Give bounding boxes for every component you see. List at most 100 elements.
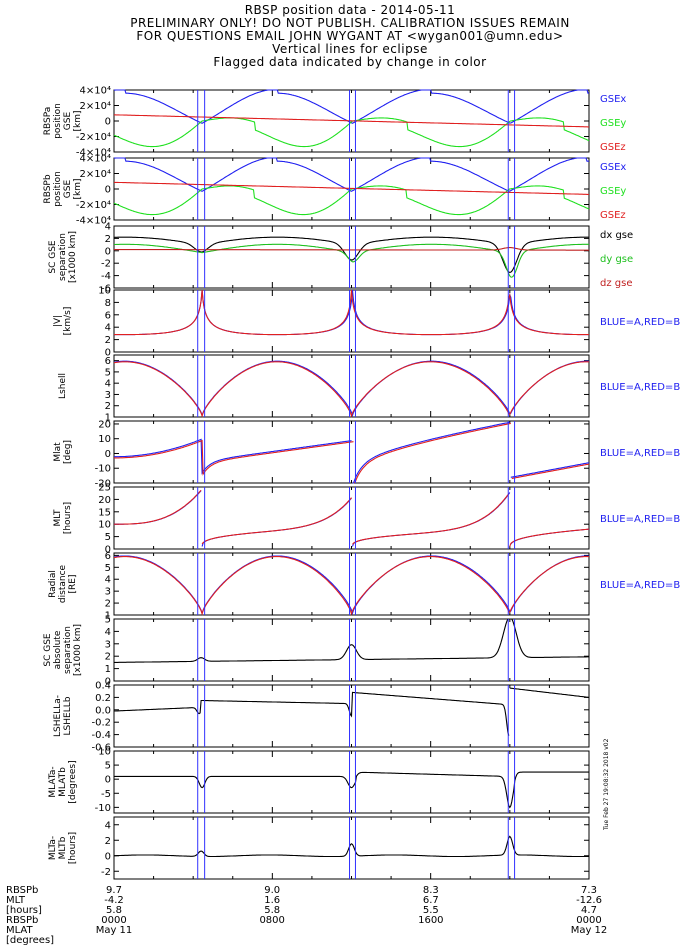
y-tick-label: 2: [105, 401, 111, 412]
y-tick-label: 4: [105, 222, 111, 233]
y-tick-label: 10: [98, 520, 111, 531]
y-tick-label: 2×10⁴: [80, 101, 111, 112]
series-line: [113, 181, 589, 195]
y-axis-label: position: [53, 103, 63, 139]
panel-frame: [113, 420, 590, 484]
footer-value: 5.5: [423, 905, 439, 916]
series-line: [114, 421, 590, 484]
panel-frame: [113, 816, 590, 880]
y-tick-label: 6: [105, 356, 111, 367]
y-tick-label: 3: [105, 639, 111, 650]
title-line-2: PRELIMINARY ONLY! DO NOT PUBLISH. CALIBR…: [130, 16, 570, 30]
panel-dl: 0.40.20.0 -0.2-0.4 -0.6 LSHELLa- LSHELLb: [53, 681, 590, 754]
y-axis-label: LSHELLa-: [53, 695, 63, 737]
y-axis-label: MLTa-: [48, 836, 58, 860]
title-line-5: Flagged data indicated by change in colo…: [213, 55, 487, 69]
y-axis-label: distance: [58, 564, 68, 603]
series-line: [114, 771, 589, 809]
panel-gse_a: 4×10⁴ 2×10⁴ 0 -2×10⁴ -4×10⁴ RBSPa position GSE[…: [43, 86, 626, 159]
series-line: [114, 247, 589, 251]
y-tick-label: 2: [105, 335, 111, 346]
y-tick-label: 0: [105, 117, 111, 128]
footer-value: 1600: [418, 915, 443, 926]
y-tick-label: 3: [105, 390, 111, 401]
legend-entry: dx gse: [600, 230, 633, 241]
y-axis-label: |V|: [53, 315, 63, 327]
y-tick-label: -0.6: [91, 743, 111, 754]
y-tick-label: 6: [105, 551, 111, 562]
footer-value: 4.7: [581, 905, 597, 916]
series-line: [114, 243, 589, 278]
y-tick-label: 3: [105, 587, 111, 598]
series-line: [113, 117, 590, 148]
legend-entry: GSEy: [600, 118, 626, 129]
series-line: [114, 422, 590, 484]
y-axis-label: Mlat: [53, 442, 63, 462]
y-axis-label: SC GSE: [43, 633, 53, 667]
y-axis-label: MLATb: [58, 767, 68, 797]
series-line: [113, 555, 589, 615]
footer: RBSPbMLT[hours]RBSPbMLAT[degrees]9.7-4.2…: [6, 885, 607, 946]
y-tick-label: 25: [98, 483, 111, 494]
panel-gse_b: 4×10⁴ 2×10⁴ 0 -2×10⁴ -4×10⁴ RBSPb position GSE[…: [43, 154, 626, 227]
y-axis-label: MLT: [53, 509, 63, 527]
series-line: [113, 835, 589, 858]
y-tick-label: 4: [105, 575, 111, 586]
y-tick-label: 5: [105, 615, 111, 626]
panel-frame: [113, 552, 590, 616]
title-line-3: FOR QUESTIONS EMAIL JOHN WYGANT AT <wyga…: [136, 29, 564, 43]
y-tick-label: 5: [105, 532, 111, 543]
footer-label: MLT: [6, 895, 26, 906]
footer-label: MLAT: [6, 925, 33, 936]
y-tick-label: 0: [105, 348, 111, 359]
y-axis-label: absolute: [53, 630, 63, 669]
y-axis-label: separation: [63, 626, 73, 674]
y-axis-label: [x1000 km]: [73, 624, 83, 676]
y-axis-label: position: [53, 171, 63, 207]
legend-entry: GSEy: [600, 186, 626, 197]
title-line-4: Vertical lines for eclipse: [272, 42, 428, 56]
y-axis-label: MLATa-: [48, 766, 58, 797]
y-tick-label: 0: [105, 449, 111, 460]
legend-entry: GSEx: [600, 94, 626, 105]
legend-entry: GSEx: [600, 162, 626, 173]
y-axis-label: [deg]: [63, 440, 73, 464]
y-axis-label: [hours]: [63, 502, 73, 534]
y-tick-label: -4×10⁴: [76, 148, 111, 159]
panel-abs: 543 21 0 SC GSE absolute separation [x1000 km]: [43, 615, 590, 688]
y-axis-label: [km/s]: [63, 307, 73, 336]
y-tick-label: -20: [95, 479, 111, 490]
series-line: [114, 114, 589, 128]
y-tick-label: 10: [98, 747, 111, 758]
panel-frame: [113, 618, 590, 682]
legend-entry: BLUE=A,RED=B: [600, 580, 680, 591]
y-tick-label: 10: [98, 286, 111, 297]
y-tick-label: -6: [101, 284, 111, 295]
footer-label: [degrees]: [6, 935, 54, 946]
series-line: [113, 360, 589, 417]
footer-value: 5.8: [264, 905, 280, 916]
legend-entry: dz gse: [600, 278, 633, 289]
version-stamp: Tue Feb 27 19:08:32 2018 v02: [603, 738, 610, 830]
y-axis-label: separation: [58, 233, 68, 281]
footer-value: 5.8: [106, 905, 122, 916]
footer-value: 9.7: [106, 885, 122, 896]
y-axis-label: Lshell: [58, 373, 68, 399]
legend-entry: GSEz: [600, 142, 626, 153]
y-tick-label: 1: [105, 611, 111, 622]
series-line: [114, 489, 589, 547]
panel-sep: 420 -2-4 -6 SC GSE separation [x1000 km] dx gs…: [48, 222, 633, 295]
series-line: [113, 289, 589, 336]
y-tick-label: 0: [105, 677, 111, 688]
series-line: [114, 490, 590, 547]
footer-value: May 11: [96, 925, 133, 936]
y-tick-label: 4: [105, 820, 111, 831]
footer-value: May 12: [571, 925, 608, 936]
y-tick-label: 0: [105, 545, 111, 556]
y-tick-label: 5: [105, 367, 111, 378]
legend-entry: BLUE=A,RED=B: [600, 382, 680, 393]
legend-entry: BLUE=A,RED=B: [600, 514, 680, 525]
